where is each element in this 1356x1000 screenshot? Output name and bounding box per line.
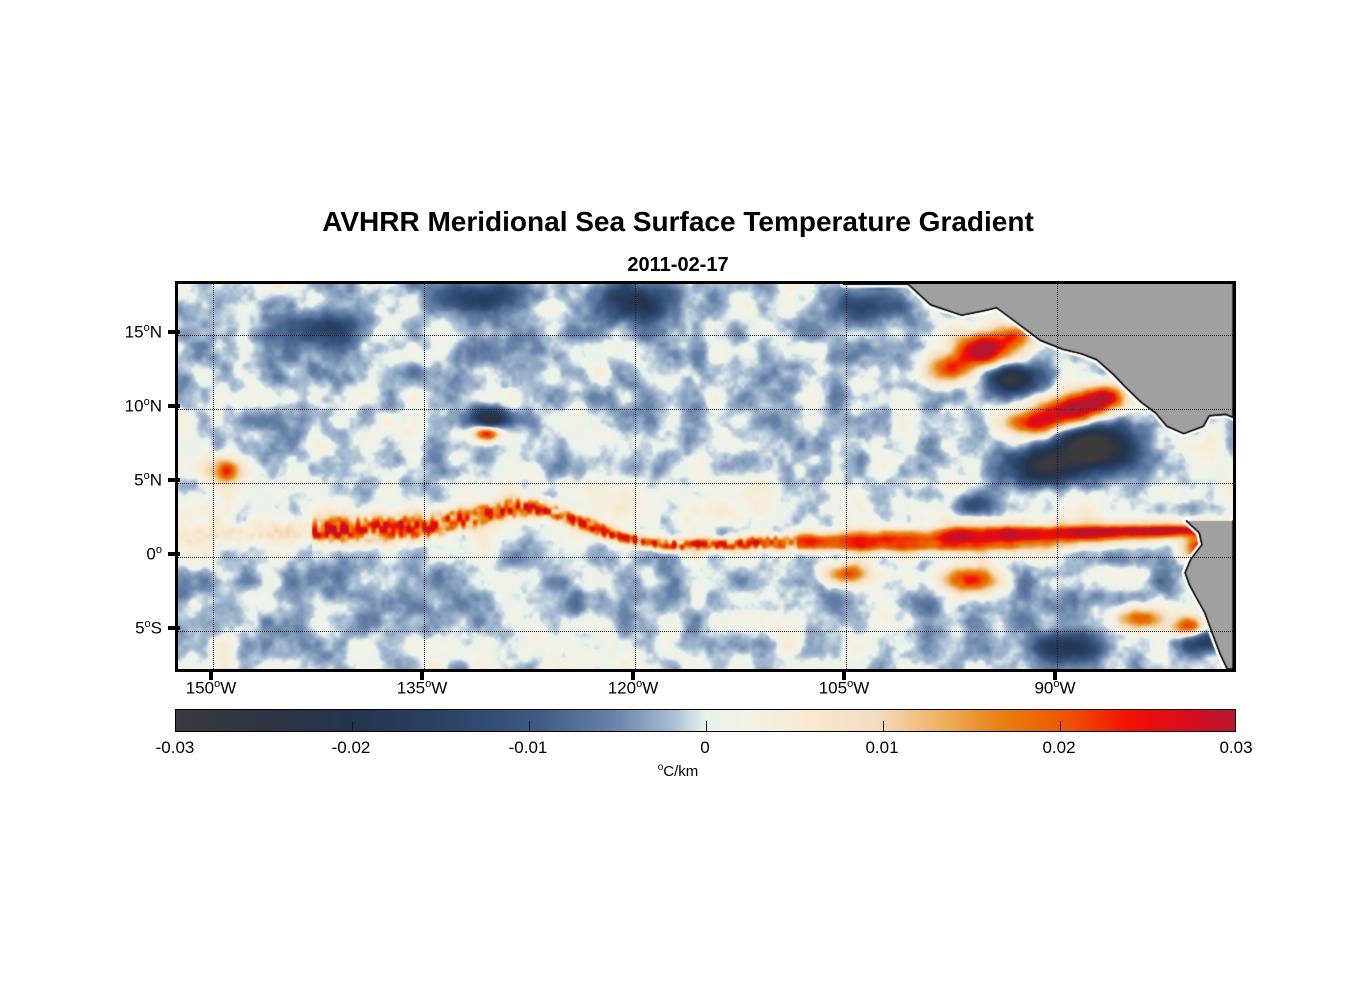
- colorbar-tick-pos001: [883, 721, 884, 732]
- colorbar-tick-zero: [706, 721, 707, 732]
- colorbar-tick-pos002: [1060, 721, 1061, 732]
- ytick-5n: [168, 478, 180, 482]
- xtick-105w: [842, 669, 846, 680]
- ytick-10n: [168, 404, 180, 408]
- sst-gradient-heatmap: [178, 284, 1233, 669]
- colorbar-label-neg003: -0.03: [155, 738, 195, 757]
- colorbar-label-pos001: 0.01: [865, 738, 899, 757]
- gridline-lat-0: [178, 556, 1233, 558]
- colorbar-label-pos002: 0.02: [1042, 738, 1076, 757]
- gridline-lat-15n: [178, 334, 1233, 336]
- gridline-lon-105w: [846, 284, 848, 669]
- ylabel-5n: 5oN: [134, 470, 162, 490]
- ytick-0: [168, 552, 180, 556]
- ylabel-15n: 15oN: [124, 322, 162, 342]
- ytick-5s: [168, 626, 180, 630]
- gridline-lon-150w: [213, 284, 215, 669]
- colorbar-label-pos003: 0.03: [1219, 738, 1253, 757]
- gridline-lon-135w: [424, 284, 426, 669]
- xlabel-105w: 105oW: [818, 678, 870, 698]
- xlabel-150w: 150oW: [185, 678, 237, 698]
- ylabel-10n: 10oN: [124, 396, 162, 416]
- xtick-135w: [420, 669, 424, 680]
- colorbar-label-zero: 0: [700, 738, 710, 757]
- colorbar-tick-neg001: [529, 721, 530, 732]
- gridline-lat-10n: [178, 408, 1233, 410]
- xtick-150w: [209, 669, 213, 680]
- colorbar-label-neg002: -0.02: [331, 738, 371, 757]
- colorbar-tick-neg002: [352, 721, 353, 732]
- xlabel-90w: 90oW: [1034, 678, 1076, 698]
- xtick-90w: [1053, 669, 1057, 680]
- ytick-15n: [168, 330, 180, 334]
- gridline-lon-120w: [635, 284, 637, 669]
- colorbar: [175, 709, 1236, 732]
- xlabel-120w: 120oW: [607, 678, 659, 698]
- xlabel-135w: 135oW: [396, 678, 448, 698]
- colorbar-label-neg001: -0.01: [508, 738, 548, 757]
- gridline-lon-90w: [1057, 284, 1059, 669]
- ylabel-5s: 5oS: [135, 618, 162, 638]
- xtick-120w: [631, 669, 635, 680]
- colorbar-unit-label: oC/km: [657, 762, 699, 780]
- figure-title: AVHRR Meridional Sea Surface Temperature…: [322, 206, 1034, 237]
- gridline-lat-5s: [178, 631, 1233, 632]
- map-axes: [175, 281, 1236, 672]
- gridline-lat-5n: [178, 482, 1233, 484]
- ylabel-0: 0o: [146, 544, 162, 564]
- figure-subtitle: 2011-02-17: [627, 254, 729, 276]
